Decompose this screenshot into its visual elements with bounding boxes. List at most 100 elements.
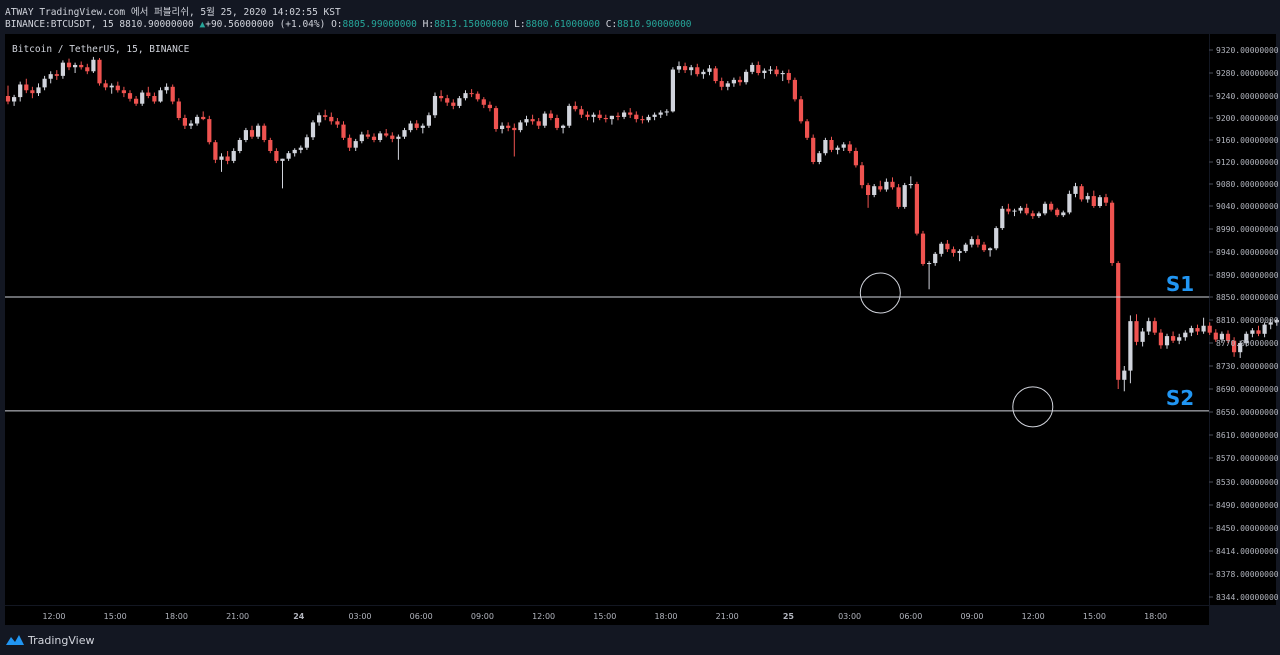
candle-body: [1244, 333, 1249, 343]
candle: [585, 111, 590, 121]
candle-body: [1256, 330, 1261, 334]
price-tick-label: 9240.00000000: [1216, 92, 1279, 101]
candle: [933, 252, 938, 266]
support-levels: S1 S2: [5, 272, 1209, 428]
price-tick-label: 8570.00000000: [1216, 454, 1279, 463]
candle-body: [530, 119, 535, 122]
candle-body: [1097, 197, 1102, 206]
candle-body: [640, 119, 645, 121]
candle-body: [487, 104, 492, 109]
candle-body: [310, 122, 316, 138]
candle: [817, 151, 822, 165]
candle-body: [1232, 340, 1237, 353]
candle-body: [1207, 325, 1212, 333]
price-tick-label: 8850.00000000: [1216, 293, 1279, 302]
candle-body: [195, 116, 200, 124]
price-change: +90.56000000 (+1.04%): [205, 19, 326, 30]
candle: [1225, 330, 1231, 343]
candle-body: [664, 111, 669, 113]
candle-body: [73, 64, 78, 68]
candle: [188, 120, 194, 129]
candle: [701, 69, 706, 79]
candle-body: [933, 253, 938, 264]
candle: [1091, 190, 1096, 208]
candle-body: [42, 78, 47, 88]
candle-body: [1073, 186, 1078, 194]
candle-body: [615, 115, 621, 117]
candle: [597, 110, 602, 121]
candle-body: [1036, 213, 1041, 217]
candle-body: [329, 116, 334, 122]
candle-body: [536, 121, 541, 126]
candle: [176, 98, 181, 121]
price-tick-label: 8414.00000000: [1216, 547, 1279, 556]
candle-body: [908, 184, 913, 186]
candle: [872, 184, 877, 198]
close-value: 8810.90000000: [617, 19, 692, 30]
candle: [420, 123, 425, 134]
candle-body: [1122, 370, 1127, 380]
candle: [475, 91, 480, 102]
candle-body: [481, 99, 486, 105]
candle: [835, 145, 840, 155]
time-tick-label: 18:00: [165, 612, 188, 621]
tradingview-logo[interactable]: TradingView: [6, 633, 94, 647]
candle-body: [103, 83, 108, 88]
time-tick-label: 18:00: [654, 612, 677, 621]
candle: [439, 90, 444, 102]
candle-body: [365, 134, 370, 137]
candle-body: [1152, 321, 1157, 333]
candle-body: [792, 79, 797, 100]
candle-body: [1274, 320, 1279, 323]
candle: [158, 87, 163, 103]
candle: [762, 68, 767, 79]
time-tick-label: 21:00: [716, 612, 739, 621]
candle-body: [384, 133, 389, 136]
candle-body: [164, 86, 169, 91]
candle: [750, 62, 755, 75]
candle-body: [1128, 321, 1133, 371]
candle-body: [170, 86, 175, 102]
candle: [725, 81, 730, 91]
candle-body: [188, 123, 194, 126]
candle-body: [1195, 328, 1200, 332]
candle: [493, 105, 499, 132]
candlestick-chart[interactable]: Bitcoin / TetherUS, 15, BINANCE S1 S2 932…: [0, 34, 1280, 625]
candle-body: [36, 87, 41, 94]
candle: [1055, 207, 1060, 218]
candle-body: [646, 116, 651, 121]
candle-body: [1006, 208, 1011, 212]
candle-body: [725, 83, 730, 87]
candle-body: [603, 118, 608, 120]
candle-body: [323, 115, 328, 117]
candle: [676, 61, 682, 73]
candle: [554, 114, 560, 131]
change-arrow-icon: ▲: [199, 19, 206, 30]
candle-body: [1030, 213, 1035, 217]
candle-body: [140, 92, 145, 104]
candle: [640, 115, 645, 124]
candle-body: [243, 130, 248, 140]
candle-body: [670, 69, 675, 112]
candle-body: [146, 92, 151, 96]
candle-body: [939, 243, 944, 254]
candles: [5, 56, 1279, 392]
candle: [225, 151, 230, 165]
level-label-s1: S1: [1166, 272, 1194, 296]
candle: [1177, 333, 1182, 345]
candle-body: [798, 99, 804, 122]
candle: [841, 142, 846, 151]
candle-body: [1146, 321, 1151, 332]
candle: [1018, 206, 1023, 214]
candle: [689, 64, 694, 76]
candle-body: [811, 137, 816, 162]
candle: [103, 79, 108, 91]
candle-body: [634, 114, 639, 120]
candle-body: [408, 123, 413, 131]
candle: [542, 111, 547, 128]
time-tick-label: 15:00: [1083, 612, 1106, 621]
candle-body: [988, 248, 993, 251]
candle: [274, 148, 279, 164]
candle: [805, 119, 810, 140]
